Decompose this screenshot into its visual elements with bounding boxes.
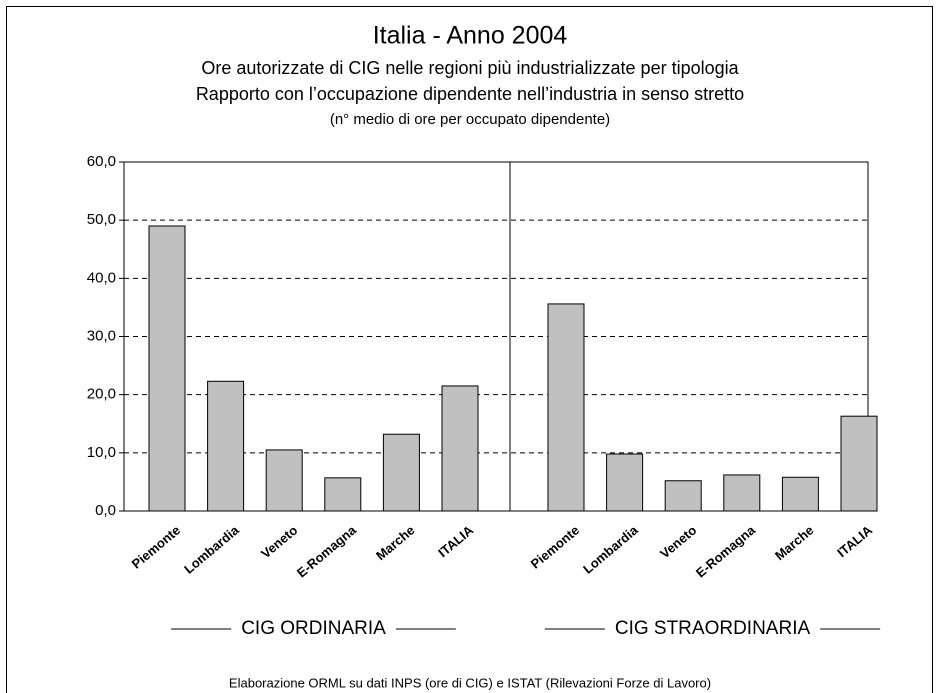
y-tick-label: 60,0 (87, 153, 116, 170)
y-tick-label: 30,0 (87, 327, 116, 344)
group-label: CIG ORDINARIA (241, 618, 386, 639)
bar (723, 474, 761, 512)
x-tick-label: Marche (772, 522, 817, 563)
plot-border (123, 161, 869, 512)
x-tick-label: Marche (373, 522, 418, 563)
x-tick-label: Piemonte (129, 522, 183, 571)
bar (148, 225, 186, 512)
x-tick-label: Piemonte (528, 522, 582, 571)
x-tick-label: Veneto (657, 522, 699, 561)
frame (6, 6, 933, 693)
x-tick-label: E-Romagna (294, 522, 360, 580)
bar (207, 380, 245, 512)
bar (441, 385, 479, 512)
x-tick-label: ITALIA (435, 522, 476, 560)
source-note: Elaborazione ORML su dati INPS (ore di C… (229, 675, 711, 690)
x-tick-label: ITALIA (834, 522, 875, 560)
y-tick-label: 40,0 (87, 269, 116, 286)
x-tick-label: Lombardia (181, 522, 242, 577)
bar (606, 453, 644, 512)
y-tick-label: 10,0 (87, 444, 116, 461)
x-tick-label: Veneto (258, 522, 300, 561)
bar (840, 415, 878, 512)
y-tick-label: 0,0 (95, 502, 116, 519)
bar (781, 476, 819, 512)
group-label: CIG STRAORDINARIA (615, 618, 811, 639)
bar (324, 477, 362, 512)
x-tick-label: Lombardia (580, 522, 641, 577)
subtitle: Ore autorizzate di CIG nelle regioni più… (201, 58, 739, 78)
bar (382, 433, 420, 512)
y-tick-label: 20,0 (87, 386, 116, 403)
bar (664, 480, 702, 512)
subtitle: Rapporto con l’occupazione dipendente ne… (196, 84, 744, 104)
y-tick-label: 50,0 (87, 211, 116, 228)
subtitle: (n° medio di ore per occupato dipendente… (330, 111, 610, 128)
x-tick-label: E-Romagna (693, 522, 759, 580)
bar (265, 449, 303, 512)
chart-title: Italia - Anno 2004 (373, 22, 568, 50)
bar (547, 303, 585, 512)
